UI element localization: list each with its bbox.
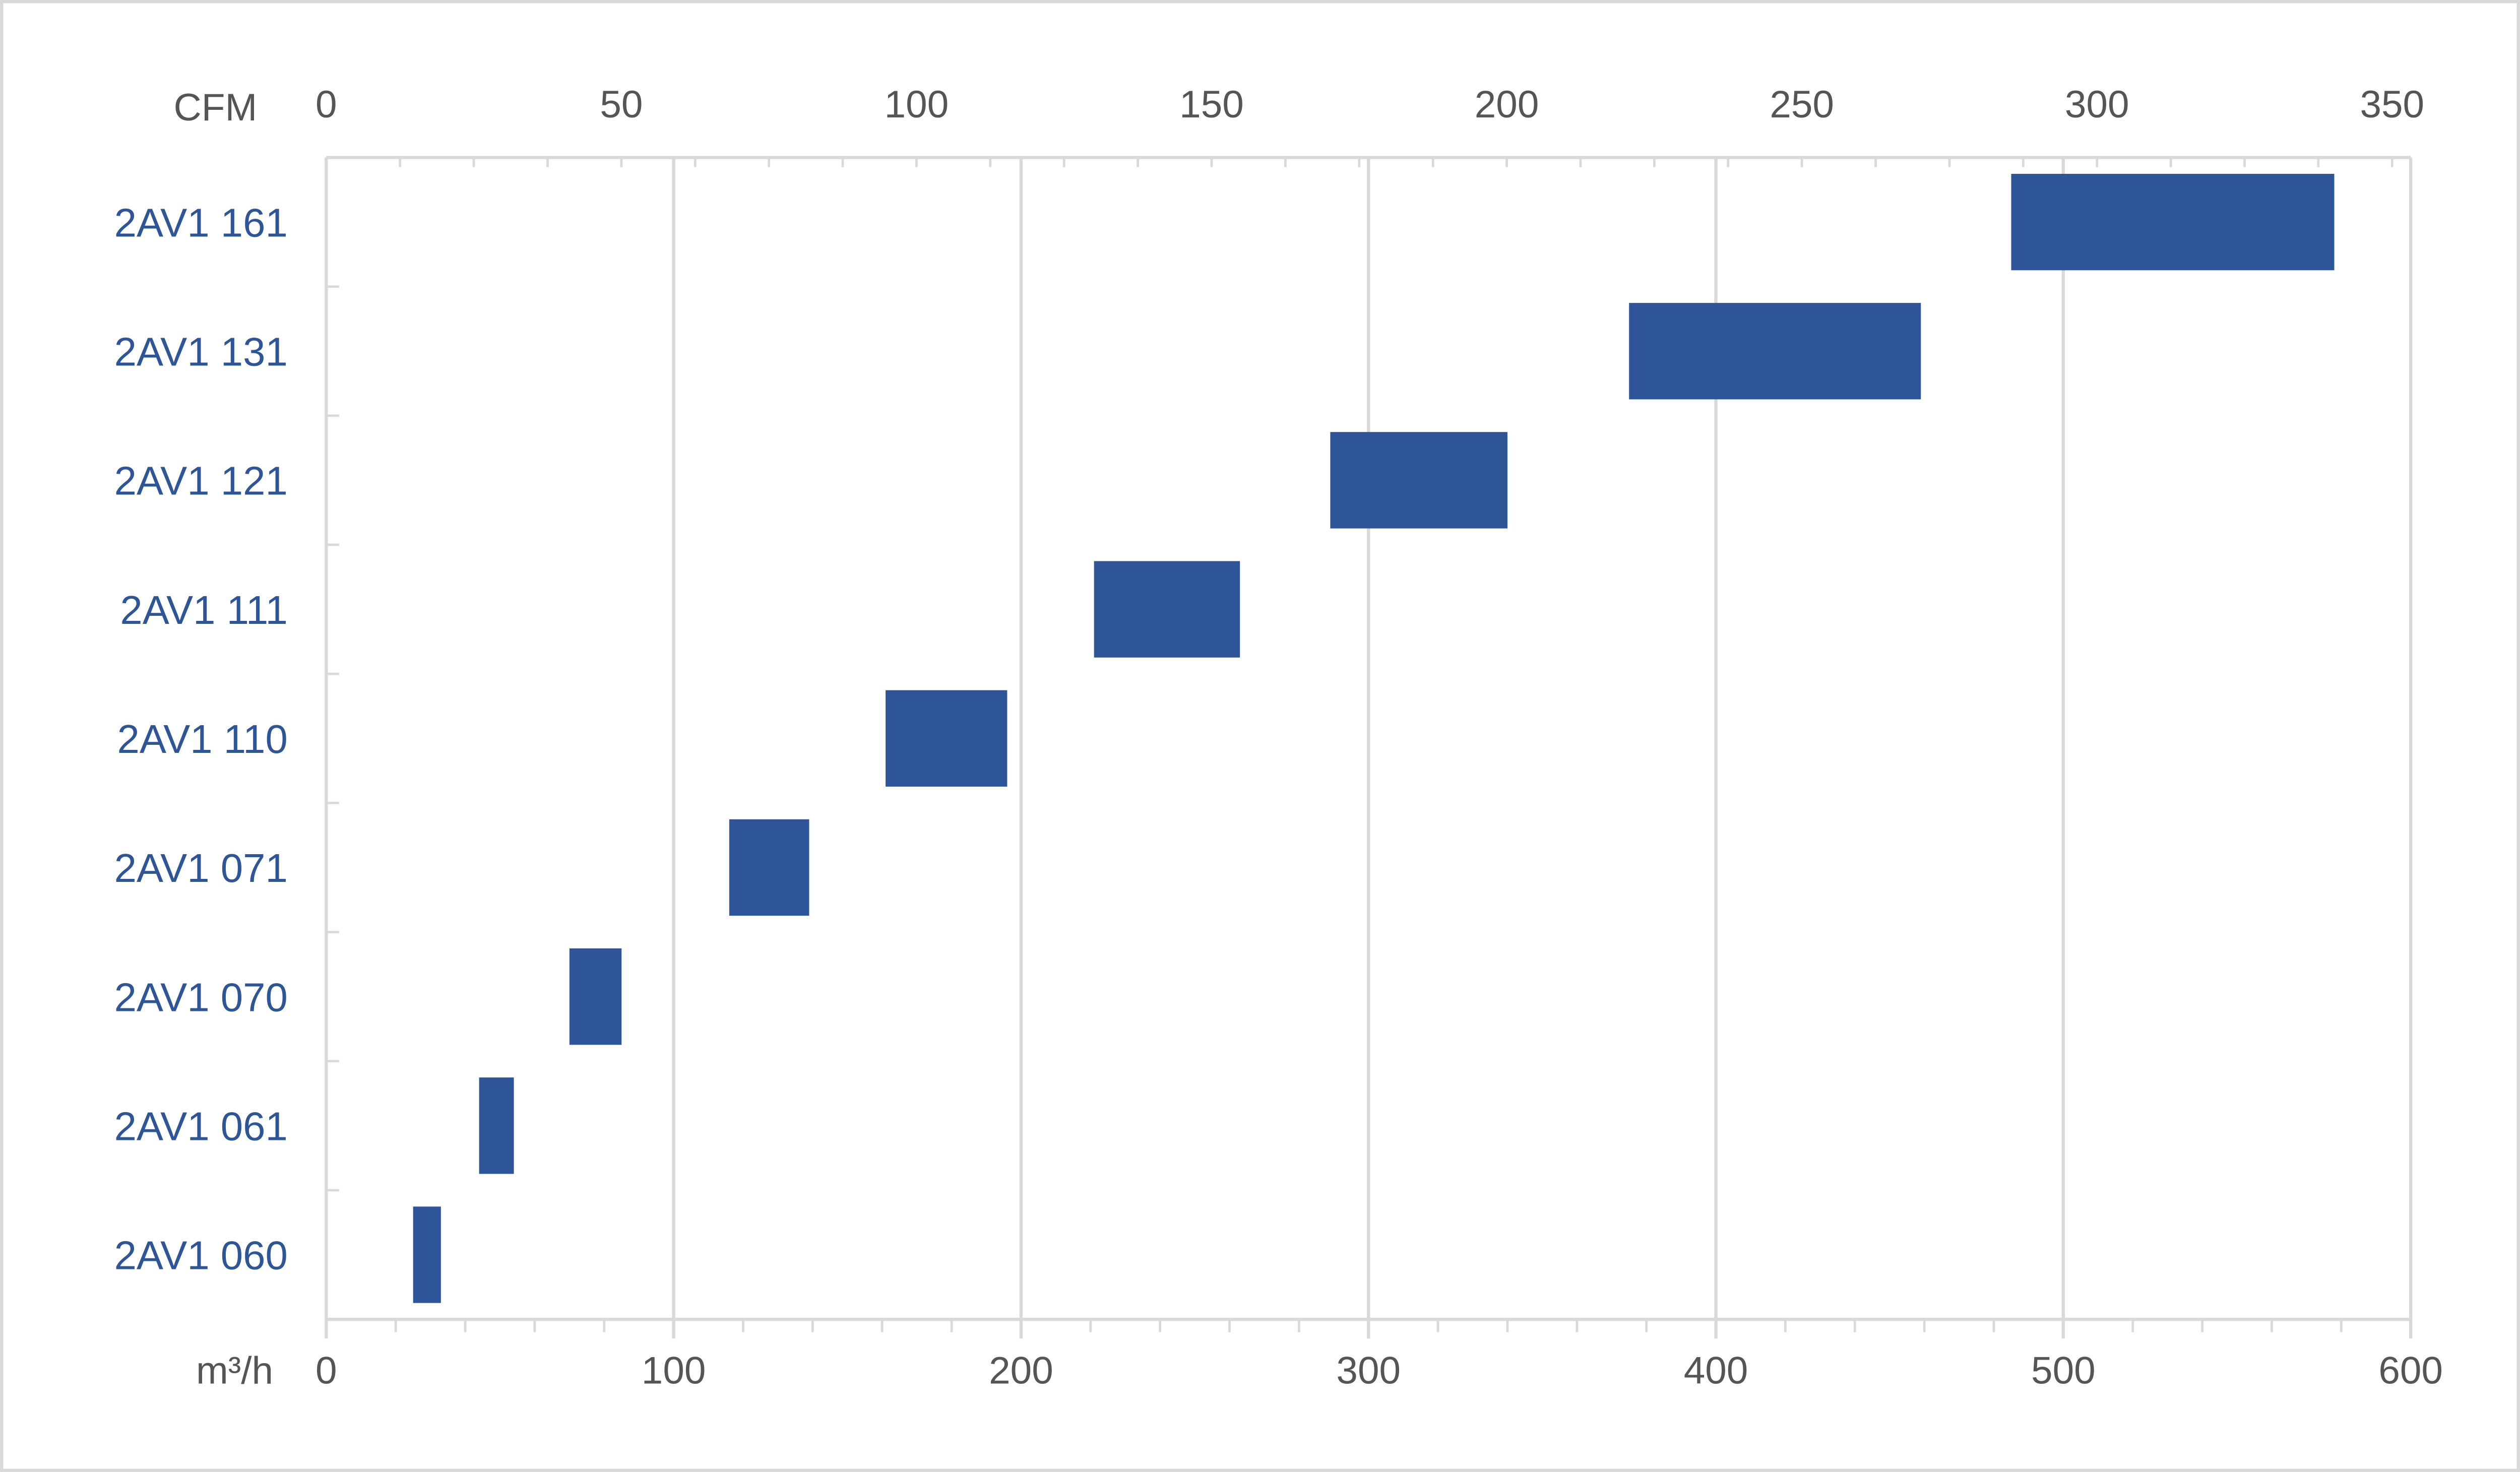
axes <box>325 156 2411 1339</box>
top-tick-label: 0 <box>316 83 337 126</box>
category-label: 2AV1 070 <box>114 975 288 1019</box>
top-tick-label: 350 <box>2360 83 2424 126</box>
category-label: 2AV1 131 <box>114 329 288 374</box>
bar-2av1-071 <box>729 819 809 916</box>
top-tick-label: 100 <box>885 83 949 126</box>
labels: 0 100 200 300 400 500 600 0 50 100 150 200 250 300 350… <box>114 83 2443 1392</box>
category-label: 2AV1 121 <box>114 459 288 503</box>
bottom-tick-label: 500 <box>2031 1350 2096 1392</box>
bottom-tick-label: 400 <box>1684 1350 1748 1392</box>
bar-2av1-110 <box>886 690 1007 787</box>
bottom-tick-label: 300 <box>1336 1350 1401 1392</box>
top-tick-label: 250 <box>1770 83 1834 126</box>
top-tick-label: 200 <box>1475 83 1539 126</box>
category-label: 2AV1 161 <box>114 200 288 245</box>
bar-2av1-061 <box>479 1077 514 1174</box>
bar-2av1-111 <box>1094 561 1240 658</box>
category-label: 2AV1 060 <box>114 1233 288 1278</box>
bar-2av1-121 <box>1330 432 1507 529</box>
bar-2av1-070 <box>569 948 622 1045</box>
bottom-axis-label: m³/h <box>196 1350 273 1392</box>
category-label: 2AV1 110 <box>117 717 288 761</box>
category-label: 2AV1 071 <box>114 846 288 890</box>
category-label: 2AV1 111 <box>120 588 287 632</box>
bottom-tick-label: 600 <box>2378 1350 2443 1392</box>
top-axis-label: CFM <box>173 86 257 129</box>
top-tick-label: 150 <box>1179 83 1244 126</box>
bars <box>413 173 2335 1303</box>
bar-2av1-060 <box>413 1206 441 1303</box>
bar-2av1-131 <box>1629 303 1921 400</box>
bottom-tick-label: 0 <box>316 1350 337 1392</box>
bar-2av1-161 <box>2011 173 2335 271</box>
category-label: 2AV1 061 <box>114 1104 288 1148</box>
bottom-tick-label: 200 <box>989 1350 1053 1392</box>
top-tick-label: 300 <box>2065 83 2129 126</box>
bottom-tick-label: 100 <box>642 1350 706 1392</box>
gridlines <box>672 157 2413 1339</box>
top-tick-label: 50 <box>600 83 643 126</box>
